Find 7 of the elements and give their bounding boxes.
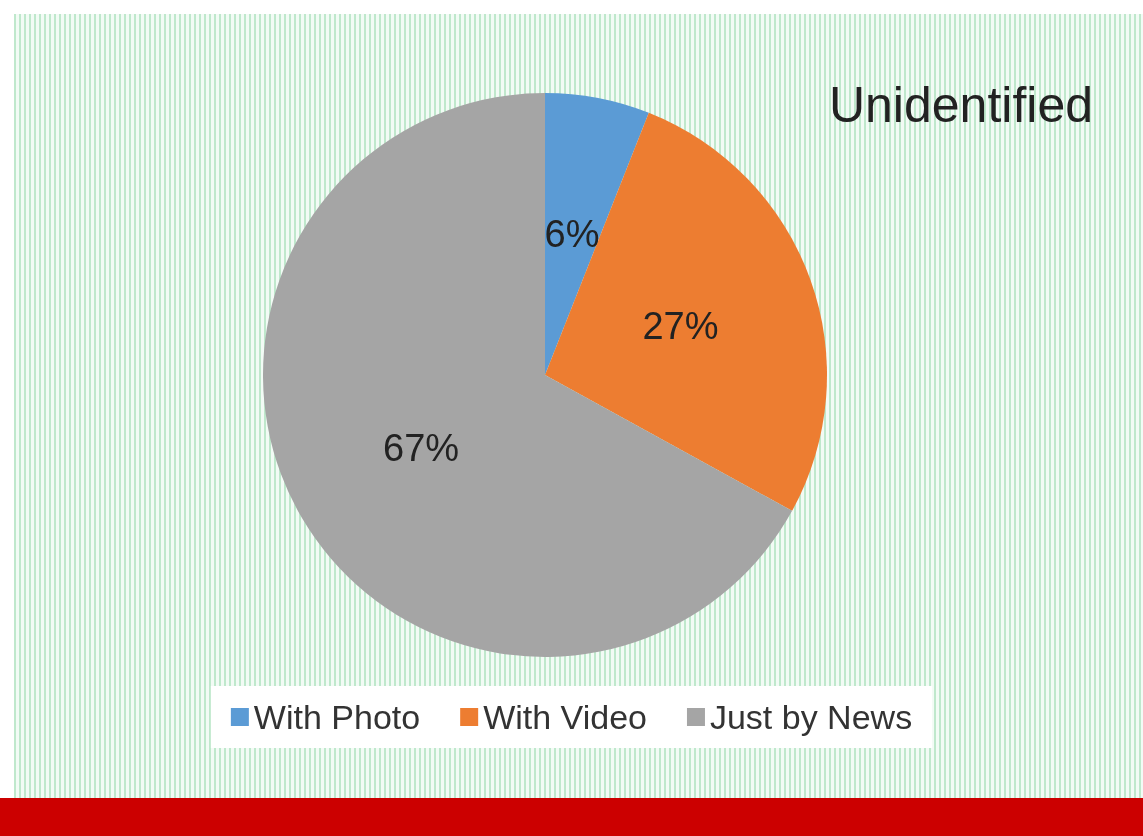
data-label: 67% bbox=[383, 427, 460, 470]
legend-label: With Video bbox=[483, 698, 647, 736]
data-label: 27% bbox=[642, 305, 719, 348]
data-label: 6% bbox=[544, 212, 600, 255]
legend-label: Just by News bbox=[709, 698, 913, 736]
legend-label: With Photo bbox=[253, 698, 421, 736]
chart-title: Unidentified bbox=[828, 77, 1093, 133]
